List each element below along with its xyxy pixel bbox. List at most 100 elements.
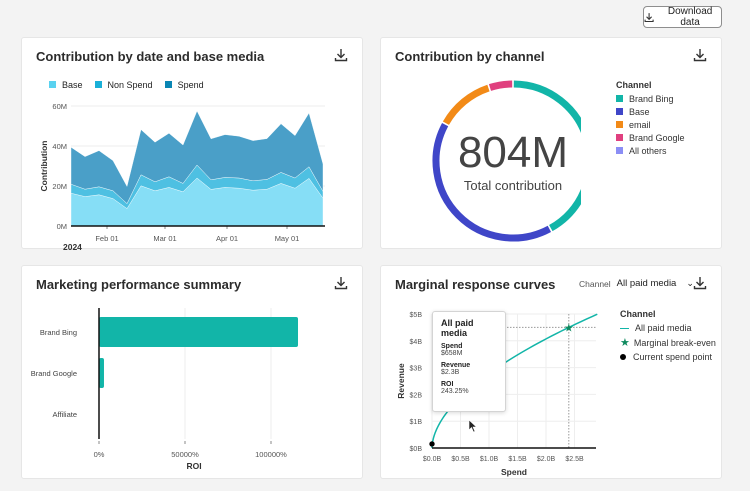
legend-label: Spend <box>177 80 204 90</box>
donut-segment-brand-google <box>488 80 513 91</box>
area-spend <box>70 110 324 204</box>
total-label: Total contribution <box>463 178 563 193</box>
download-icon[interactable] <box>334 48 348 62</box>
year-label: 2024 <box>63 242 82 250</box>
y-tick-label: $3B <box>410 366 423 373</box>
response-curve-chart: $0B $1B $2B $3B $4B $5B $0.0B $0.5B $1.0B $1.5B $2… <box>396 312 598 477</box>
y-tick-label: $5B <box>410 312 423 319</box>
download-data-button[interactable]: Download data <box>643 6 722 28</box>
legend-item[interactable]: All paid media <box>620 323 716 333</box>
legend-swatch: ★ <box>620 337 630 349</box>
current-spend-point <box>429 441 435 447</box>
legend-label: Base <box>62 80 83 90</box>
channel-label: Channel <box>579 278 611 289</box>
download-icon[interactable] <box>334 276 348 290</box>
x-tick-label: Feb 01 <box>95 234 118 243</box>
legend-label: email <box>629 120 651 130</box>
y-axis-label: Revenue <box>396 363 406 399</box>
legend-item[interactable]: Current spend point <box>620 352 716 362</box>
download-icon <box>644 12 654 22</box>
legend-swatch <box>616 147 623 154</box>
download-icon[interactable] <box>693 276 707 290</box>
channel-dropdown[interactable]: Channel All paid media ⌄ <box>579 278 694 289</box>
x-tick-label: May 01 <box>275 234 300 243</box>
legend: Channel All paid media ★ Marginal break-eve… <box>620 309 716 362</box>
donut-segment-brand-bing <box>513 80 581 232</box>
card-title: Contribution by channel <box>395 49 545 64</box>
legend-label: All paid media <box>635 323 692 333</box>
contribution-by-date-card: Contribution by date and base media Base… <box>21 37 363 250</box>
y-axis-label: Contribution <box>39 141 49 192</box>
y-tick-label: 0M <box>57 222 67 231</box>
tooltip-spend-label: Spend <box>441 343 463 350</box>
legend-swatch <box>616 134 623 141</box>
legend-item[interactable]: email <box>616 120 685 130</box>
area-chart: 0M 20M 40M 60M Feb 01 Mar 01 Apr 01 May 01 2024 C… <box>39 102 325 250</box>
channel-value: All paid media <box>616 278 677 289</box>
tooltip-revenue: $2.3B <box>441 369 460 376</box>
y-tick-label: 60M <box>52 102 67 111</box>
y-tick-label: $2B <box>410 392 423 399</box>
x-tick-label: $1.5B <box>508 456 527 463</box>
y-tick-label: $0B <box>410 446 423 453</box>
card-title: Contribution by date and base media <box>36 49 265 64</box>
legend-item[interactable]: Spend <box>164 80 204 90</box>
bar-chart: 0% 50000% 100000% ROI Brand Bing Brand Google… <box>31 308 299 471</box>
legend-label: Base <box>629 107 650 117</box>
legend-label: Marginal break-even <box>633 338 716 348</box>
legend-item[interactable]: Base <box>616 107 685 117</box>
tooltip-title: All paid media <box>441 318 474 338</box>
x-tick-label: $0.5B <box>451 456 470 463</box>
legend-swatch <box>620 354 626 360</box>
legend-title: Channel <box>620 309 656 319</box>
x-axis-label: Spend <box>501 467 527 477</box>
legend-swatch <box>616 121 623 128</box>
chevron-down-icon: ⌄ <box>686 278 694 288</box>
download-data-label: Download data <box>667 6 713 28</box>
x-tick-label: $2.0B <box>537 456 556 463</box>
legend-label: Current spend point <box>633 352 713 362</box>
legend: Base Non Spend Spend <box>49 80 204 90</box>
bar-brand-bing <box>99 317 299 347</box>
tooltip-revenue-label: Revenue <box>441 362 471 369</box>
x-tick-label: $0.0B <box>423 456 442 463</box>
x-tick-label: $1.0B <box>480 456 499 463</box>
legend-swatch <box>94 81 102 88</box>
legend-item[interactable]: Brand Google <box>616 133 685 143</box>
contribution-by-channel-card: Contribution by channel 804M Total contr… <box>380 37 722 249</box>
legend-swatch <box>620 327 629 330</box>
marketing-summary-card: Marketing performance summary 0% 50000% 10… <box>21 265 363 479</box>
donut-segment-email <box>442 84 490 126</box>
cursor-icon <box>469 420 477 432</box>
y-category-label: Brand Bing <box>40 328 77 337</box>
y-category-label: Brand Google <box>31 369 77 378</box>
download-icon[interactable] <box>693 48 707 62</box>
tooltip: All paid media Spend $658M Revenue $2.3B R… <box>432 311 506 412</box>
tooltip-roi: 243.25% <box>441 388 469 395</box>
legend-label: Brand Google <box>629 133 685 143</box>
legend-label: Non Spend <box>107 80 153 90</box>
legend-item[interactable]: Non Spend <box>94 80 153 90</box>
y-tick-label: 20M <box>52 182 67 191</box>
legend: Channel Brand Bing Base email Brand Google Al… <box>616 80 685 156</box>
break-even-star-icon: ★ <box>564 322 574 334</box>
tooltip-spend: $658M <box>441 350 463 357</box>
x-tick-label: Apr 01 <box>216 234 238 243</box>
legend-swatch <box>616 95 623 102</box>
card-title: Marketing performance summary <box>36 277 242 292</box>
legend-label: Brand Bing <box>629 94 674 104</box>
legend-item[interactable]: All others <box>616 146 685 156</box>
legend-label: All others <box>629 146 667 156</box>
donut-chart <box>432 80 581 242</box>
x-tick-label: Mar 01 <box>153 234 176 243</box>
legend-swatch <box>49 81 56 88</box>
total-value: 804M <box>457 128 569 177</box>
legend-swatch <box>164 81 172 88</box>
card-title: Marginal response curves <box>395 277 556 292</box>
y-tick-label: $1B <box>410 419 423 426</box>
legend-item[interactable]: Base <box>49 80 83 90</box>
legend-item[interactable]: Brand Bing <box>616 94 685 104</box>
x-tick-label: $2.5B <box>565 456 584 463</box>
legend-item[interactable]: ★ Marginal break-even <box>620 336 716 349</box>
x-tick-label: 50000% <box>171 450 199 459</box>
